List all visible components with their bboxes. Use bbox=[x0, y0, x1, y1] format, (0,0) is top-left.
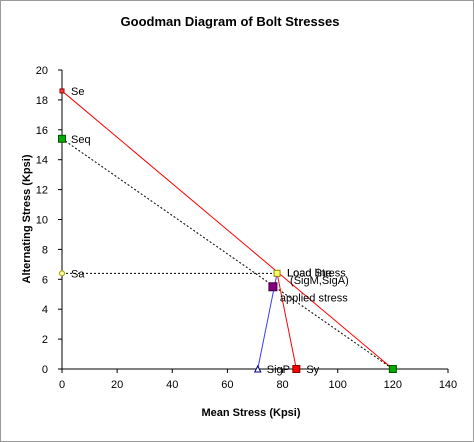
marker-se bbox=[59, 88, 65, 94]
y-tick-label: 14 bbox=[36, 155, 48, 167]
series-line-1 bbox=[61, 138, 394, 370]
x-tick-label: 0 bbox=[59, 379, 65, 391]
x-tick-label: 20 bbox=[111, 379, 123, 391]
y-tick-label: 2 bbox=[42, 334, 48, 346]
x-axis-title: Mean Stress (Kpsi) bbox=[201, 407, 300, 419]
y-tick-label: 20 bbox=[36, 65, 48, 77]
marker-load-stress bbox=[273, 269, 281, 277]
annotation-sa: Sa bbox=[71, 268, 85, 280]
marker-sa bbox=[59, 270, 65, 277]
x-tick-label: 40 bbox=[166, 379, 178, 391]
axes: 0 20 40 60 80 100 120 140 0 2 4 6 8 10 12 14 16 18 20 bbox=[36, 65, 457, 391]
y-tick-label: 16 bbox=[36, 125, 48, 137]
marker-applied-stress bbox=[268, 282, 278, 292]
annotation-sigp: SigP bbox=[267, 364, 290, 376]
y-tick-label: 6 bbox=[42, 274, 48, 286]
chart-title: Goodman Diagram of Bolt Stresses bbox=[121, 14, 340, 29]
y-tick-label: 10 bbox=[36, 215, 48, 227]
annotation-sy: Sy bbox=[306, 364, 319, 376]
data-points bbox=[58, 88, 397, 373]
annotation-sigm-siga: (SigM,SigA) bbox=[290, 275, 349, 287]
y-tick-label: 18 bbox=[36, 95, 48, 107]
marker-sigp bbox=[253, 364, 262, 373]
y-tick-label: 8 bbox=[42, 244, 48, 256]
y-tick-label: 0 bbox=[42, 364, 48, 376]
annotation-load-line: Load line bbox=[287, 267, 332, 279]
y-tick-label: 12 bbox=[36, 185, 48, 197]
y-tick-label: 4 bbox=[42, 304, 48, 316]
annotation-se: Se bbox=[71, 86, 84, 98]
y-axis-title: Alternating Stress (Kpsi) bbox=[21, 154, 33, 283]
x-tick-label: 80 bbox=[276, 379, 288, 391]
x-tick-label: 60 bbox=[221, 379, 233, 391]
x-tick-label: 100 bbox=[329, 379, 347, 391]
series-line-0 bbox=[61, 90, 394, 370]
marker-sut bbox=[388, 365, 397, 373]
annotation-load-stress: Load Stress bbox=[287, 267, 346, 279]
marker-sy bbox=[292, 365, 301, 373]
annotation-seq: Seq bbox=[71, 134, 91, 146]
annotation-applied-stress: applied stress bbox=[280, 293, 348, 305]
x-tick-label: 120 bbox=[384, 379, 402, 391]
series-line-4 bbox=[276, 273, 297, 370]
x-tick-label: 140 bbox=[439, 379, 457, 391]
marker-seq bbox=[58, 134, 66, 143]
